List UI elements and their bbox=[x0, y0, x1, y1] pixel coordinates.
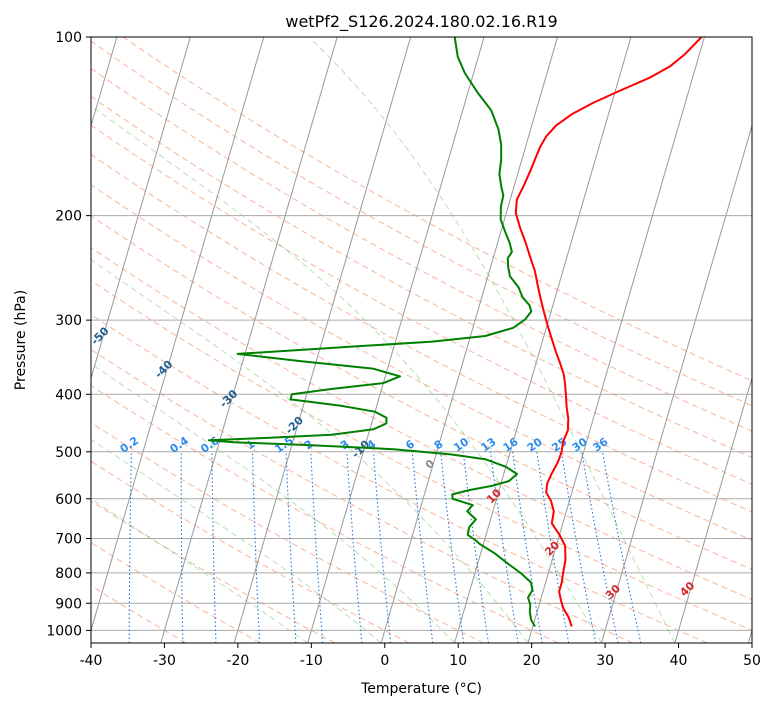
isotherm-line bbox=[160, 37, 338, 643]
y-axis-label: Pressure (hPa) bbox=[13, 290, 29, 390]
x-tick-label: 10 bbox=[449, 653, 467, 669]
temperature-profile-line bbox=[514, 37, 703, 627]
y-tick-label: 500 bbox=[55, 445, 82, 461]
isotherm-line bbox=[91, 37, 191, 380]
isotherm-line bbox=[233, 37, 412, 643]
mixing-ratio-line bbox=[440, 451, 465, 643]
y-tick-label: 900 bbox=[55, 596, 82, 612]
moist-adiabat-line bbox=[308, 37, 676, 643]
dry-adiabat-line bbox=[91, 247, 752, 601]
isotherm-line bbox=[380, 37, 559, 643]
y-tick-label: 100 bbox=[55, 30, 82, 46]
mixing-ratio-line bbox=[346, 451, 363, 643]
dry-adiabat-line bbox=[91, 460, 410, 643]
mixing-ratio-line bbox=[581, 451, 619, 643]
isotherm-line bbox=[600, 124, 752, 643]
mixing-ratio-line bbox=[560, 451, 597, 643]
dry-adiabat-line bbox=[91, 584, 187, 643]
dry-adiabat-line bbox=[122, 37, 752, 382]
y-tick-label: 200 bbox=[55, 209, 82, 225]
axis-layer: -40 -30 -20 -10 0 10 20 30 40 50 100 200 300 400 500 60… bbox=[46, 30, 761, 669]
y-tick-label: 300 bbox=[55, 313, 82, 329]
dewpoint-profile-line bbox=[207, 37, 536, 628]
x-tick-label: 40 bbox=[670, 653, 688, 669]
series-layer bbox=[207, 37, 703, 628]
plot-frame bbox=[90, 36, 753, 644]
dry-adiabat-line bbox=[91, 95, 752, 459]
moist-adiabat-line bbox=[91, 259, 529, 643]
y-tick-label: 800 bbox=[55, 566, 82, 582]
mixing-ratio-label: 0.1 bbox=[71, 434, 94, 456]
dry-adiabat-line bbox=[91, 313, 708, 643]
mixing-ratio-line bbox=[462, 451, 489, 643]
moist-adiabat-line bbox=[91, 363, 455, 643]
mixing-ratio-line bbox=[285, 451, 297, 643]
x-tick-label: -40 bbox=[80, 653, 103, 669]
mixing-ratio-line bbox=[310, 451, 324, 643]
dry-adiabat-line bbox=[91, 348, 633, 643]
mixing-ratio-line bbox=[411, 451, 434, 643]
dry-adiabat-line bbox=[91, 153, 752, 513]
x-tick-label: 20 bbox=[523, 653, 541, 669]
x-tick-label: 30 bbox=[596, 653, 614, 669]
x-axis-label: Temperature (°C) bbox=[360, 681, 482, 697]
mixing-ratio-line bbox=[251, 451, 261, 643]
y-tick-label: 600 bbox=[55, 492, 82, 508]
y-tick-label: 700 bbox=[55, 532, 82, 548]
isotherm-line bbox=[674, 376, 752, 643]
x-tick-label: 50 bbox=[743, 653, 761, 669]
x-tick-label: 0 bbox=[380, 653, 389, 669]
dry-adiabat-line bbox=[91, 67, 752, 432]
isotherm-line bbox=[307, 37, 485, 643]
isotherm-line bbox=[454, 37, 632, 643]
moist-adiabat-line bbox=[91, 105, 602, 643]
x-tick-label: -10 bbox=[300, 653, 323, 669]
dry-adiabat-line bbox=[91, 541, 261, 643]
y-tick-label: 400 bbox=[55, 387, 82, 403]
isotherm-line bbox=[91, 37, 265, 633]
dry-adiabat-line bbox=[91, 421, 485, 643]
dry-adiabat-line bbox=[91, 184, 752, 541]
chart-title: wetPf2_S126.2024.180.02.16.R19 bbox=[285, 12, 557, 32]
x-tick-label: -20 bbox=[226, 653, 249, 669]
y-tick-label: 1000 bbox=[46, 623, 82, 639]
mixing-ratio-line bbox=[372, 451, 392, 643]
x-tick-label: -30 bbox=[153, 653, 176, 669]
mixing-ratio-line bbox=[601, 451, 642, 643]
isotherm-line bbox=[527, 37, 705, 643]
